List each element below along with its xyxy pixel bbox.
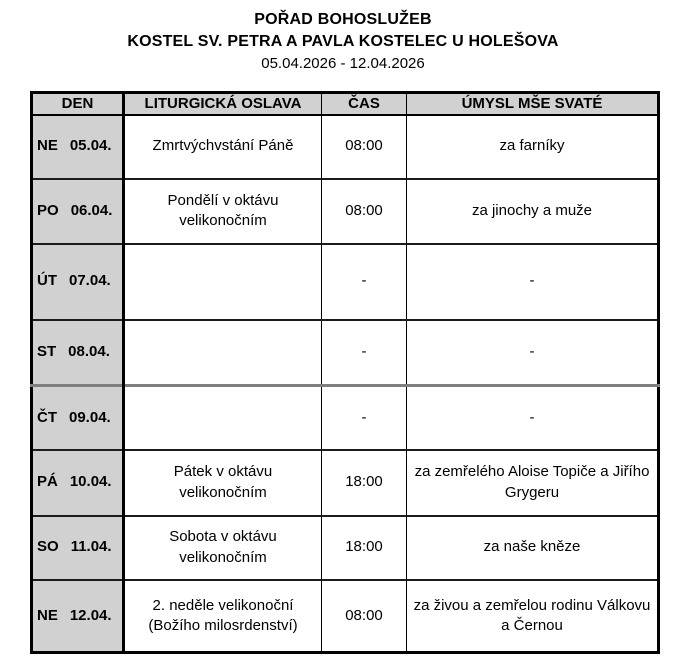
title-block: POŘAD BOHOSLUŽEB KOSTEL SV. PETRA A PAVL…: [0, 9, 686, 75]
time-cell: 08:00: [321, 578, 407, 653]
time-cell: 18:00: [321, 514, 407, 580]
document-title: POŘAD BOHOSLUŽEB: [254, 11, 432, 28]
time-cell: 08:00: [321, 113, 407, 179]
date-range: 05.04.2026 - 12.04.2026: [261, 55, 425, 72]
day-date: 09.04.: [69, 408, 111, 426]
schedule-table-body: NE 05.04. Zmrtvýchvstání Páně 08:00 za fa…: [31, 113, 659, 653]
column-header-liturgicka-oslava: LITURGICKÁ OSLAVA: [122, 92, 322, 116]
day-date: 05.04.: [69, 137, 112, 155]
mass-intention-cell: -: [406, 384, 659, 450]
day-date: 10.04.: [69, 473, 112, 491]
liturgical-celebration-cell: Zmrtvýchvstání Páně: [122, 113, 322, 179]
day-cell: ÚT 07.04.: [31, 242, 124, 320]
day-date: 08.04.: [68, 343, 110, 361]
day-cell: SO 11.04.: [31, 514, 124, 580]
mass-intention-cell: za zemřelého Aloise Topiče a Jiřího Gryg…: [406, 448, 659, 516]
header-row: DEN LITURGICKÁ OSLAVA ČAS ÚMYSL MŠE SVAT…: [31, 92, 659, 116]
time-cell: -: [321, 384, 407, 450]
time-cell: 08:00: [321, 177, 407, 244]
schedule-row: ČT 09.04. - -: [31, 384, 659, 450]
mass-intention-cell: za živou a zemřelou rodinu Válkovu a Čer…: [406, 578, 659, 653]
time-cell: -: [321, 318, 407, 386]
day-abbreviation: SO: [37, 538, 59, 556]
day-cell: NE 12.04.: [31, 578, 124, 653]
schedule-row: NE 12.04. 2. neděle velikonoční (Božího m…: [31, 578, 659, 653]
liturgical-celebration-cell: Pátek v oktávu velikonočním: [122, 448, 322, 516]
schedule-row: PO 06.04. Pondělí v oktávu velikonočním 0…: [31, 177, 659, 244]
mass-intention-cell: za naše kněze: [406, 514, 659, 580]
day-date: 06.04.: [70, 201, 113, 219]
day-date: 07.04.: [69, 272, 111, 290]
day-abbreviation: ST: [37, 343, 57, 361]
day-cell: ST 08.04.: [31, 318, 124, 386]
column-header-den: DEN: [31, 92, 124, 116]
day-cell: NE 05.04.: [31, 113, 124, 179]
time-cell: 18:00: [321, 448, 407, 516]
time-cell: -: [321, 242, 407, 320]
mass-intention-cell: za jinochy a muže: [406, 177, 659, 244]
day-abbreviation: ÚT: [37, 272, 57, 290]
liturgical-celebration-cell: Pondělí v oktávu velikonočním: [122, 177, 322, 244]
liturgical-celebration-cell: Sobota v oktávu velikonočním: [122, 514, 322, 580]
day-cell: PÁ 10.04.: [31, 448, 124, 516]
mass-intention-cell: -: [406, 242, 659, 320]
schedule-row: ST 08.04. - -: [31, 318, 659, 386]
liturgical-celebration-cell: [122, 384, 322, 450]
mass-intention-cell: -: [406, 318, 659, 386]
day-abbreviation: PO: [37, 201, 59, 219]
liturgical-celebration-cell: [122, 242, 322, 320]
column-header-umysl-mse-svate: ÚMYSL MŠE SVATÉ: [406, 92, 659, 116]
day-abbreviation: PÁ: [37, 473, 58, 491]
schedule-row: SO 11.04. Sobota v oktávu velikonočním 18…: [31, 514, 659, 580]
day-abbreviation: ČT: [37, 408, 57, 426]
day-date: 11.04.: [70, 538, 112, 556]
day-abbreviation: NE: [37, 606, 58, 624]
day-abbreviation: NE: [37, 137, 58, 155]
schedule-table-header: DEN LITURGICKÁ OSLAVA ČAS ÚMYSL MŠE SVAT…: [31, 92, 659, 116]
church-name: KOSTEL SV. PETRA A PAVLA KOSTELEC U HOLE…: [127, 33, 559, 50]
schedule-row: PÁ 10.04. Pátek v oktávu velikonočním 18:…: [31, 448, 659, 516]
day-cell: PO 06.04.: [31, 177, 124, 244]
schedule-row: ÚT 07.04. - -: [31, 242, 659, 320]
day-date: 12.04.: [69, 606, 112, 624]
liturgical-celebration-cell: 2. neděle velikonoční (Božího milosrdens…: [122, 578, 322, 653]
liturgical-celebration-cell: [122, 318, 322, 386]
column-header-cas: ČAS: [321, 92, 407, 116]
day-cell: ČT 09.04.: [31, 384, 124, 450]
schedule-table: DEN LITURGICKÁ OSLAVA ČAS ÚMYSL MŠE SVAT…: [30, 91, 660, 654]
schedule-row: NE 05.04. Zmrtvýchvstání Páně 08:00 za fa…: [31, 113, 659, 179]
mass-intention-cell: za farníky: [406, 113, 659, 179]
